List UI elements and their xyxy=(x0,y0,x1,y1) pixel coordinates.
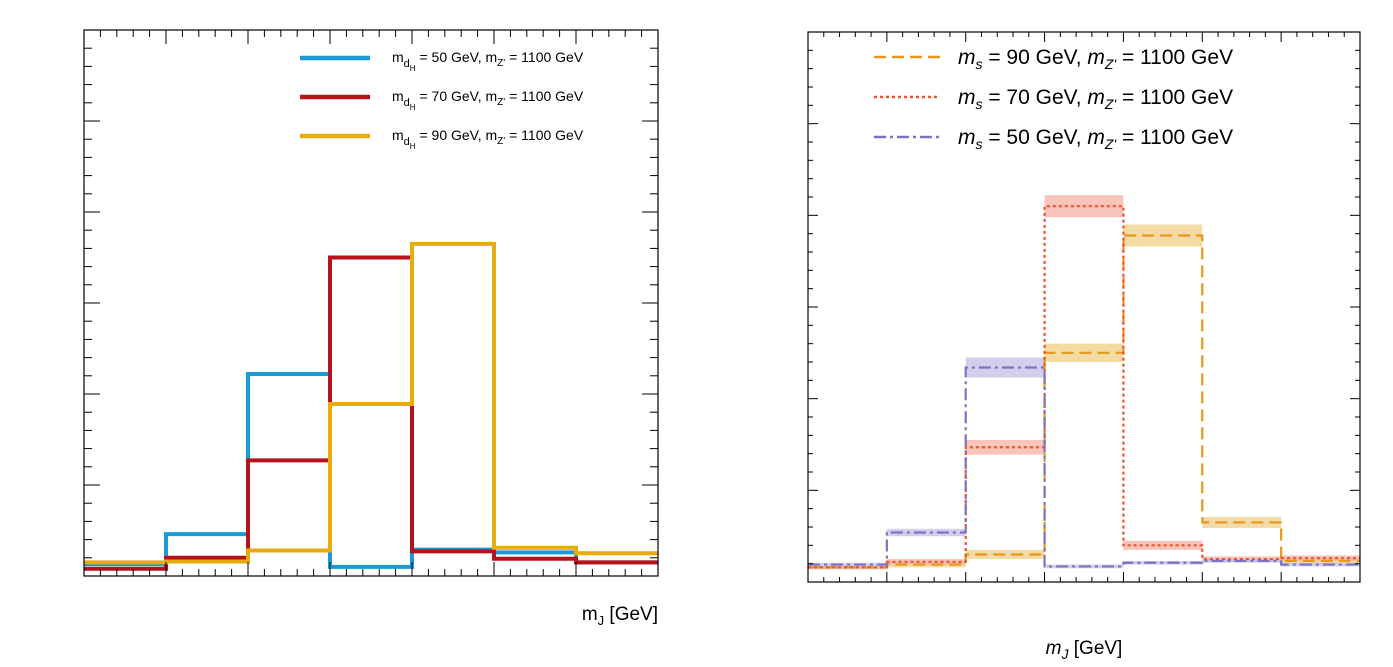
right-series-2-band xyxy=(1281,562,1360,567)
right-x-axis-label: mJ [GeV] xyxy=(1046,638,1123,662)
legend-text: = 1100 GeV xyxy=(505,88,584,104)
right-legend-label-0: ms = 90 GeV, mZ' = 1100 GeV xyxy=(958,46,1233,72)
legend-text: = 1100 GeV xyxy=(1116,86,1233,109)
right-series-1-band xyxy=(1123,540,1203,550)
legend-text: = 70 GeV, m xyxy=(416,88,498,104)
legend-sub: Z' xyxy=(497,58,505,69)
left-series-0-line xyxy=(84,371,658,569)
legend-sub: s xyxy=(976,136,983,152)
right-x-axis-label-unit: [GeV] xyxy=(1068,638,1122,659)
legend-text: = 90 GeV, m xyxy=(416,127,498,143)
left-series-1-line xyxy=(84,255,658,571)
legend-text: m xyxy=(1087,46,1105,69)
right-series-2-band xyxy=(886,528,966,537)
right-x-axis-label-subscript: J xyxy=(1060,646,1069,662)
right-plot-frame xyxy=(807,31,1361,583)
legend-sub: Z' xyxy=(1104,96,1118,112)
legend-sub: Z' xyxy=(497,136,505,147)
right-series-0-line xyxy=(808,234,1360,569)
legend-sub: d xyxy=(404,136,410,148)
legend-text: = 1100 GeV xyxy=(505,127,584,143)
legend-text: m xyxy=(1087,126,1105,149)
legend-sub: Z' xyxy=(1104,56,1118,72)
legend-text: = 50 GeV, xyxy=(983,126,1088,149)
legend-sub: H xyxy=(410,142,416,151)
legend-text: m xyxy=(392,49,404,65)
legend-sub: s xyxy=(976,96,983,112)
left-legend-label-2: mdH = 90 GeV, mZ' = 1100 GeV xyxy=(392,127,584,151)
legend-text: = 1100 GeV xyxy=(505,49,584,65)
legend-text: m xyxy=(958,126,976,149)
right-legend-label-1: ms = 70 GeV, mZ' = 1100 GeV xyxy=(958,86,1233,112)
left-legend-label-1: mdH = 70 GeV, mZ' = 1100 GeV xyxy=(392,88,584,112)
legend-sub: Z' xyxy=(1104,136,1118,152)
legend-text: m xyxy=(958,86,976,109)
legend-text: = 50 GeV, m xyxy=(416,49,498,65)
left-x-axis-label-unit: [GeV] xyxy=(604,604,658,625)
legend-sub: d xyxy=(404,97,410,109)
right-legend-label-2: ms = 50 GeV, mZ' = 1100 GeV xyxy=(958,126,1233,152)
left-chart: mJ [GeV]mdH = 50 GeV, mZ' = 1100 GeVmdH … xyxy=(83,29,659,628)
legend-text: = 90 GeV, xyxy=(983,46,1088,69)
legend-sub: H xyxy=(410,103,416,112)
legend-sub: Z' xyxy=(497,97,505,108)
legend-text: = 70 GeV, xyxy=(983,86,1088,109)
left-plot-frame xyxy=(83,29,659,577)
left-x-axis-label: mJ [GeV] xyxy=(582,604,658,628)
legend-text: m xyxy=(392,127,404,143)
left-x-axis-label-subscript: J xyxy=(598,613,605,628)
left-series-2-line xyxy=(84,241,658,565)
legend-text: m xyxy=(1087,86,1105,109)
right-series-1-band xyxy=(965,439,1045,455)
right-series-1-band xyxy=(886,559,966,565)
left-legend-label-0: mdH = 50 GeV, mZ' = 1100 GeV xyxy=(392,49,584,73)
left-x-axis-label-symbol: m xyxy=(582,604,598,625)
legend-sub: H xyxy=(410,64,416,73)
legend-text: = 1100 GeV xyxy=(1116,126,1233,149)
right-series-2-line xyxy=(808,366,1360,568)
legend-text: m xyxy=(392,88,404,104)
right-series-1-band xyxy=(1281,555,1360,561)
legend-text: m xyxy=(958,46,976,69)
legend-sub: s xyxy=(976,56,983,72)
legend-text: = 1100 GeV xyxy=(1116,46,1233,69)
right-x-axis-label-symbol: m xyxy=(1046,638,1062,659)
right-series-1-line xyxy=(808,205,1360,569)
legend-sub: d xyxy=(404,58,410,70)
